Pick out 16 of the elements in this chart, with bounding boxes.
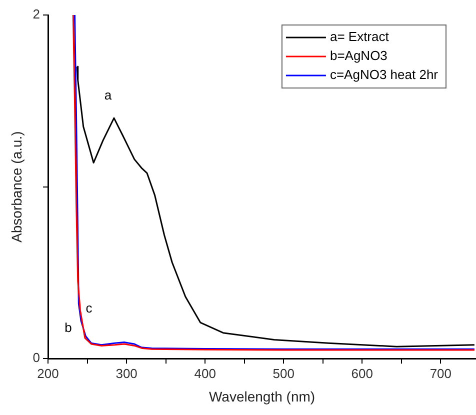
x-tick-label: 700 <box>430 366 452 381</box>
legend-label: c=AgNO3 heat 2hr <box>330 67 439 82</box>
annotation: a <box>104 88 112 103</box>
x-tick-label: 200 <box>37 366 59 381</box>
x-tick-label: 400 <box>194 366 216 381</box>
x-axis-title: Wavelength (nm) <box>208 388 316 404</box>
x-tick-label: 500 <box>272 366 294 381</box>
x-tick-label: 300 <box>116 366 138 381</box>
y-tick-label: 2 <box>32 6 40 22</box>
x-tick-label: 600 <box>351 366 373 381</box>
legend-label: a= Extract <box>330 29 390 44</box>
annotation: c <box>86 300 93 316</box>
y-axis-title: Absorbance (a.u.) <box>8 131 24 242</box>
annotation: b <box>64 320 72 336</box>
y-tick-label: 0 <box>32 350 40 366</box>
legend-label: b=AgNO3 <box>330 48 388 64</box>
